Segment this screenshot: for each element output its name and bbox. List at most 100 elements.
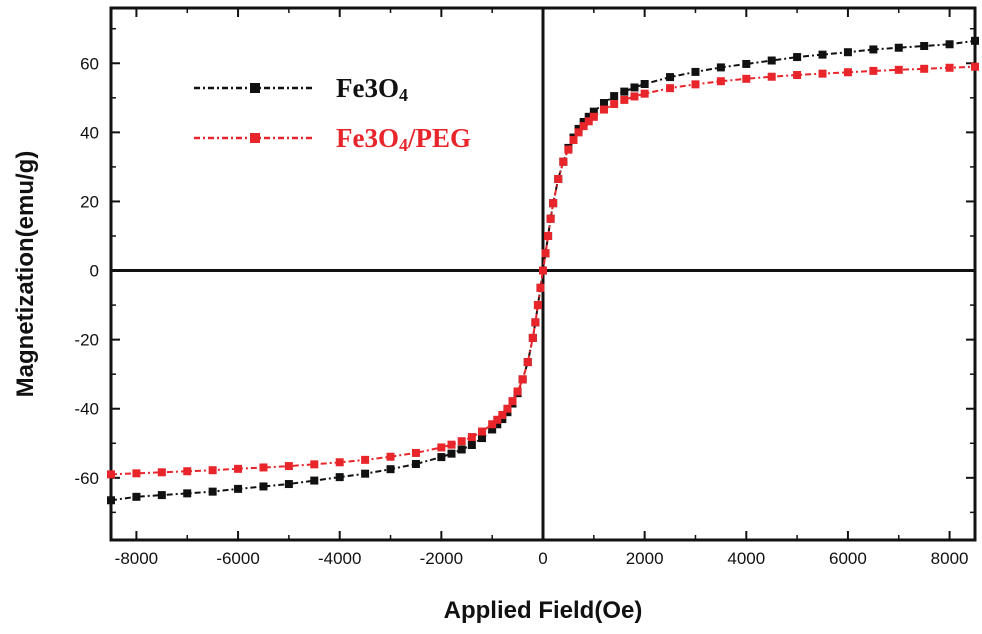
legend-marker xyxy=(250,83,260,93)
data-point xyxy=(183,467,192,476)
data-point xyxy=(546,214,555,223)
y-tick-label: 0 xyxy=(90,262,99,281)
data-point xyxy=(920,64,929,73)
data-point xyxy=(335,473,344,482)
data-point xyxy=(539,266,547,275)
data-point xyxy=(843,48,852,57)
data-point xyxy=(478,434,487,443)
data-point xyxy=(666,73,675,82)
data-point xyxy=(630,92,639,101)
data-point xyxy=(579,118,588,126)
data-point xyxy=(259,482,268,491)
data-point xyxy=(971,62,979,71)
data-point xyxy=(107,470,115,479)
y-tick-label: 60 xyxy=(80,54,99,73)
data-point xyxy=(589,107,598,116)
y-axis-ticks: -60 -40 -20 0 20 40 60 xyxy=(74,27,975,514)
data-point xyxy=(894,65,903,74)
data-point xyxy=(691,67,700,76)
legend-label: Fe3O4/PEG xyxy=(336,123,471,155)
data-point xyxy=(920,42,929,50)
data-point xyxy=(620,95,629,104)
data-point xyxy=(488,420,497,429)
x-tick-label: 6000 xyxy=(829,549,867,568)
data-point xyxy=(493,420,502,429)
data-point xyxy=(716,77,725,86)
data-point xyxy=(457,445,466,454)
x-tick-label: -8000 xyxy=(115,549,158,568)
data-point xyxy=(493,415,502,424)
data-point xyxy=(610,100,619,109)
data-point xyxy=(386,452,395,461)
data-point xyxy=(536,283,545,292)
data-point xyxy=(478,427,487,436)
data-point xyxy=(869,45,878,54)
data-point xyxy=(599,99,608,107)
data-point xyxy=(411,460,420,468)
data-point xyxy=(437,453,446,462)
x-tick-label: -6000 xyxy=(216,549,259,568)
x-tick-label: -2000 xyxy=(420,549,463,568)
data-point xyxy=(869,66,878,75)
data-point xyxy=(498,415,507,424)
x-axis-title: Applied Field(Oe) xyxy=(444,597,643,624)
data-point xyxy=(971,36,979,45)
data-point xyxy=(584,112,593,121)
data-point xyxy=(742,74,751,83)
data-point xyxy=(610,92,619,101)
data-point xyxy=(234,484,243,493)
data-point xyxy=(437,443,446,452)
data-point xyxy=(386,465,395,474)
data-point xyxy=(132,469,141,478)
data-point xyxy=(310,460,319,469)
data-point xyxy=(767,72,776,81)
data-point xyxy=(513,387,522,396)
data-point xyxy=(361,469,370,478)
data-point xyxy=(767,56,776,65)
x-tick-label: 0 xyxy=(538,549,547,568)
data-point xyxy=(945,63,954,72)
data-point xyxy=(559,157,568,166)
data-point xyxy=(574,128,583,137)
data-point xyxy=(503,404,512,413)
data-point xyxy=(447,449,456,458)
data-point xyxy=(564,145,573,154)
data-point xyxy=(630,83,639,92)
legend-item-fe3o4: Fe3O4 xyxy=(194,73,408,105)
data-point xyxy=(107,496,115,505)
data-point xyxy=(793,71,802,80)
data-point xyxy=(818,50,827,59)
data-point xyxy=(528,333,537,342)
data-point xyxy=(208,487,217,496)
data-point xyxy=(467,441,476,449)
data-point xyxy=(640,80,649,88)
data-point xyxy=(523,358,532,367)
data-point xyxy=(132,492,141,501)
data-point xyxy=(508,397,517,406)
legend-label: Fe3O4 xyxy=(336,73,408,105)
data-point xyxy=(818,69,827,78)
data-point xyxy=(620,87,629,96)
y-tick-label: -60 xyxy=(74,469,99,488)
data-point xyxy=(894,43,903,52)
x-tick-label: -4000 xyxy=(318,549,361,568)
y-tick-label: 20 xyxy=(80,192,99,211)
data-point xyxy=(531,318,540,327)
data-point xyxy=(589,112,598,121)
data-point xyxy=(554,175,563,183)
data-point xyxy=(447,440,456,449)
data-point xyxy=(541,249,550,258)
y-tick-label: 40 xyxy=(80,123,99,142)
data-point xyxy=(157,468,166,477)
data-point xyxy=(544,232,553,240)
data-point xyxy=(411,448,420,457)
data-point xyxy=(284,480,293,489)
data-point xyxy=(549,199,558,208)
data-point xyxy=(361,455,370,464)
data-point xyxy=(208,466,217,475)
data-point xyxy=(259,463,268,472)
data-point xyxy=(599,105,608,114)
legend-marker xyxy=(250,133,260,143)
series-layer xyxy=(107,36,979,505)
